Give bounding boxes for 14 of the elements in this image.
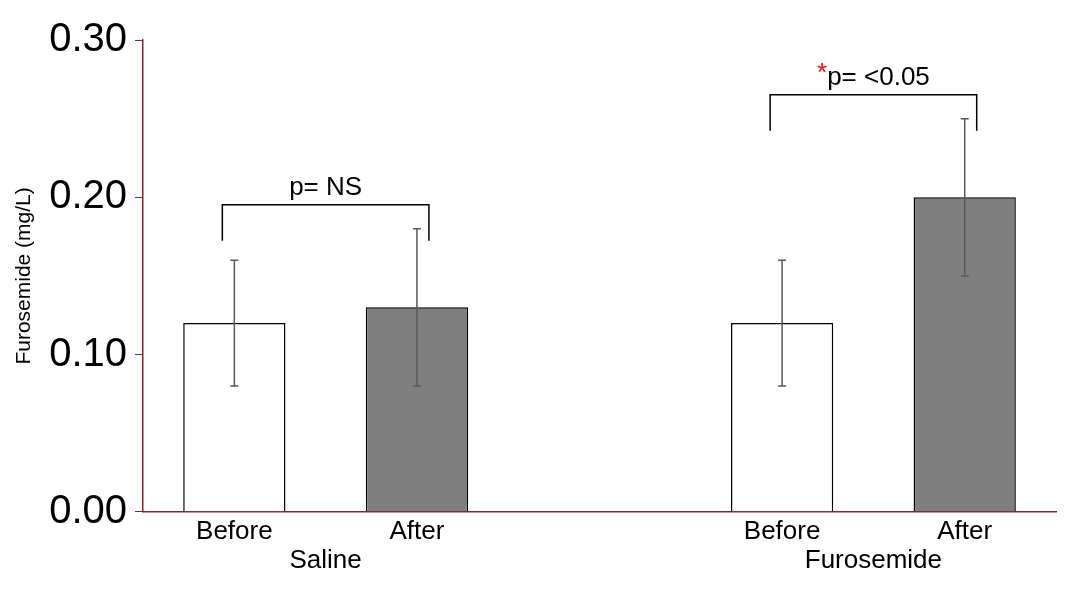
x-tick-label: After xyxy=(937,514,993,545)
x-tick-label: Before xyxy=(196,514,273,545)
annotation: p= NS xyxy=(289,170,363,201)
x-tick-label: Before xyxy=(743,514,821,545)
y-tick-label: 0.30 xyxy=(49,15,128,60)
y-axis-title: Furosemide (mg/L) xyxy=(11,187,35,365)
y-tick-label: 0.20 xyxy=(49,172,128,217)
annotation: p= <0.05 xyxy=(827,60,930,91)
y-tick-label: 0.00 xyxy=(49,486,128,531)
y-tick-label: 0.10 xyxy=(49,329,128,374)
text: Saline xyxy=(289,543,362,574)
text: Furosemide xyxy=(804,543,943,574)
x-tick-label: After xyxy=(389,514,445,545)
annotation: * xyxy=(817,56,828,87)
